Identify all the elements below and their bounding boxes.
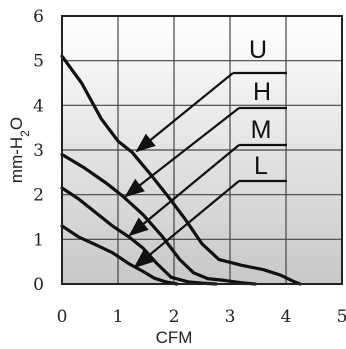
- series-line-u: [60, 54, 302, 286]
- x-tick-label: 0: [57, 307, 68, 327]
- series-line-m: [60, 186, 218, 286]
- callout-arrow-m: [128, 144, 240, 237]
- y-tick-label: 5: [33, 52, 44, 72]
- callout-arrow-u: [135, 72, 234, 153]
- series-line-h: [60, 152, 257, 286]
- y-tick-labels: 0 1 2 3 4 5 6: [33, 7, 44, 295]
- y-tick-label: 0: [33, 275, 44, 295]
- x-tick-label: 1: [113, 307, 124, 327]
- x-tick-label: 2: [169, 307, 180, 327]
- y-tick-label: 3: [33, 141, 44, 161]
- x-tick-labels: 0 1 2 3 4 5: [57, 307, 346, 327]
- x-tick-label: 4: [281, 307, 292, 327]
- callout-label-l: L: [254, 152, 268, 180]
- x-tick-label: 3: [225, 307, 236, 327]
- y-tick-label: 4: [33, 96, 44, 116]
- callout-label-h: H: [253, 78, 271, 106]
- callout-arrow-h: [124, 107, 240, 198]
- x-axis-title: CFM: [156, 328, 193, 347]
- y-tick-label: 1: [33, 230, 44, 250]
- callout-arrows: [124, 71, 287, 269]
- callout-arrow-l: [133, 180, 240, 269]
- x-tick-label: 5: [337, 307, 346, 327]
- series-line-l: [60, 224, 179, 286]
- y-tick-label: 6: [33, 7, 44, 27]
- callout-label-m: M: [251, 116, 272, 144]
- y-axis-title: mm-H2O: [7, 117, 32, 183]
- plot-frame: [61, 15, 343, 285]
- grid-lines: [62, 16, 342, 284]
- callout-label-u: U: [249, 36, 267, 64]
- y-tick-label: 2: [33, 186, 44, 206]
- series-curves: [60, 54, 302, 286]
